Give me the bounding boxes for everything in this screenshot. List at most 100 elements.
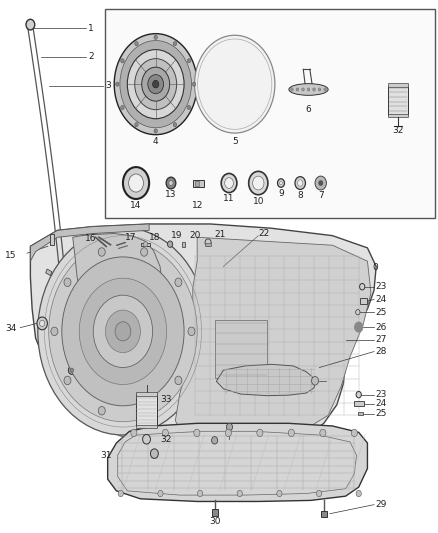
Circle shape: [144, 241, 148, 247]
Circle shape: [26, 19, 35, 30]
Circle shape: [129, 174, 144, 192]
Circle shape: [311, 376, 318, 385]
Circle shape: [115, 322, 131, 341]
Circle shape: [194, 35, 275, 133]
Circle shape: [187, 59, 191, 63]
Circle shape: [152, 80, 159, 88]
Text: 26: 26: [375, 322, 387, 332]
Circle shape: [154, 129, 157, 133]
Text: 25: 25: [375, 308, 387, 317]
Polygon shape: [175, 237, 371, 443]
Circle shape: [135, 123, 138, 127]
Text: 10: 10: [253, 197, 264, 206]
Circle shape: [106, 310, 141, 353]
Circle shape: [98, 407, 105, 415]
Circle shape: [121, 59, 124, 63]
Circle shape: [192, 82, 196, 86]
Circle shape: [141, 248, 148, 256]
Circle shape: [226, 423, 233, 431]
Text: 20: 20: [189, 231, 201, 240]
Circle shape: [318, 88, 321, 91]
Text: 19: 19: [171, 231, 183, 240]
Circle shape: [64, 278, 71, 287]
Bar: [46, 269, 52, 276]
Circle shape: [212, 437, 218, 444]
Circle shape: [79, 278, 166, 384]
Circle shape: [280, 181, 283, 184]
Text: 24: 24: [375, 295, 387, 304]
Circle shape: [121, 106, 124, 110]
Circle shape: [356, 310, 360, 315]
Circle shape: [158, 490, 163, 497]
Circle shape: [173, 123, 177, 127]
Polygon shape: [30, 224, 149, 261]
Circle shape: [290, 88, 293, 91]
Text: 9: 9: [278, 189, 284, 198]
Bar: [141, 243, 150, 246]
Circle shape: [225, 429, 231, 437]
Circle shape: [351, 429, 357, 437]
Bar: [215, 320, 267, 378]
Circle shape: [257, 429, 263, 437]
Circle shape: [167, 241, 173, 247]
Circle shape: [316, 490, 321, 497]
Bar: [358, 411, 363, 415]
Circle shape: [355, 322, 363, 332]
Text: 4: 4: [153, 137, 159, 146]
Bar: [360, 298, 367, 304]
Circle shape: [166, 177, 176, 189]
Bar: [193, 180, 204, 187]
Circle shape: [142, 67, 170, 101]
Circle shape: [64, 376, 71, 385]
Circle shape: [148, 75, 163, 94]
Circle shape: [324, 88, 326, 91]
Circle shape: [135, 59, 177, 110]
Text: 32: 32: [160, 435, 171, 444]
Circle shape: [38, 228, 208, 435]
Circle shape: [194, 429, 200, 437]
Circle shape: [118, 490, 124, 497]
Circle shape: [123, 167, 149, 199]
Circle shape: [127, 50, 184, 119]
Circle shape: [295, 176, 305, 189]
Circle shape: [198, 490, 203, 497]
Circle shape: [313, 88, 315, 91]
Text: 2: 2: [88, 52, 94, 61]
Text: 29: 29: [375, 500, 387, 509]
Circle shape: [249, 171, 268, 195]
Text: 12: 12: [192, 201, 204, 210]
Text: 14: 14: [131, 201, 142, 210]
Text: 23: 23: [375, 390, 387, 399]
Circle shape: [98, 248, 105, 256]
Circle shape: [225, 177, 233, 188]
Circle shape: [135, 42, 138, 46]
Circle shape: [360, 284, 365, 290]
Circle shape: [253, 176, 264, 190]
Text: 33: 33: [160, 395, 172, 404]
Polygon shape: [216, 365, 315, 395]
Text: 30: 30: [209, 517, 220, 526]
Circle shape: [237, 490, 242, 497]
Text: 7: 7: [318, 191, 324, 200]
Circle shape: [296, 88, 299, 91]
Circle shape: [297, 180, 303, 186]
Circle shape: [320, 429, 326, 437]
Text: 13: 13: [165, 190, 177, 199]
Polygon shape: [108, 423, 367, 502]
Bar: [194, 181, 199, 185]
Circle shape: [205, 239, 211, 246]
Circle shape: [319, 181, 322, 185]
Circle shape: [141, 407, 148, 415]
Circle shape: [277, 490, 282, 497]
Text: 0: 0: [373, 263, 378, 272]
Text: 25: 25: [375, 409, 387, 418]
Bar: [136, 392, 157, 396]
Text: 23: 23: [375, 282, 387, 291]
Circle shape: [150, 449, 158, 458]
Bar: [389, 86, 408, 115]
Circle shape: [288, 429, 294, 437]
Circle shape: [169, 180, 173, 185]
Bar: [182, 242, 185, 247]
Text: 32: 32: [392, 126, 404, 135]
Circle shape: [162, 429, 169, 437]
